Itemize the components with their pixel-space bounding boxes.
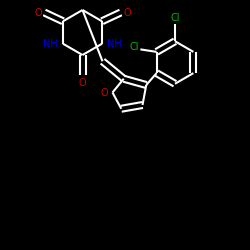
Text: O: O: [79, 78, 86, 88]
Text: NH: NH: [107, 39, 122, 49]
Text: O: O: [34, 8, 42, 18]
Text: O: O: [101, 88, 108, 98]
Text: O: O: [123, 8, 131, 18]
Text: Cl: Cl: [170, 12, 180, 22]
Text: NH: NH: [43, 39, 58, 49]
Text: Cl: Cl: [129, 42, 139, 52]
